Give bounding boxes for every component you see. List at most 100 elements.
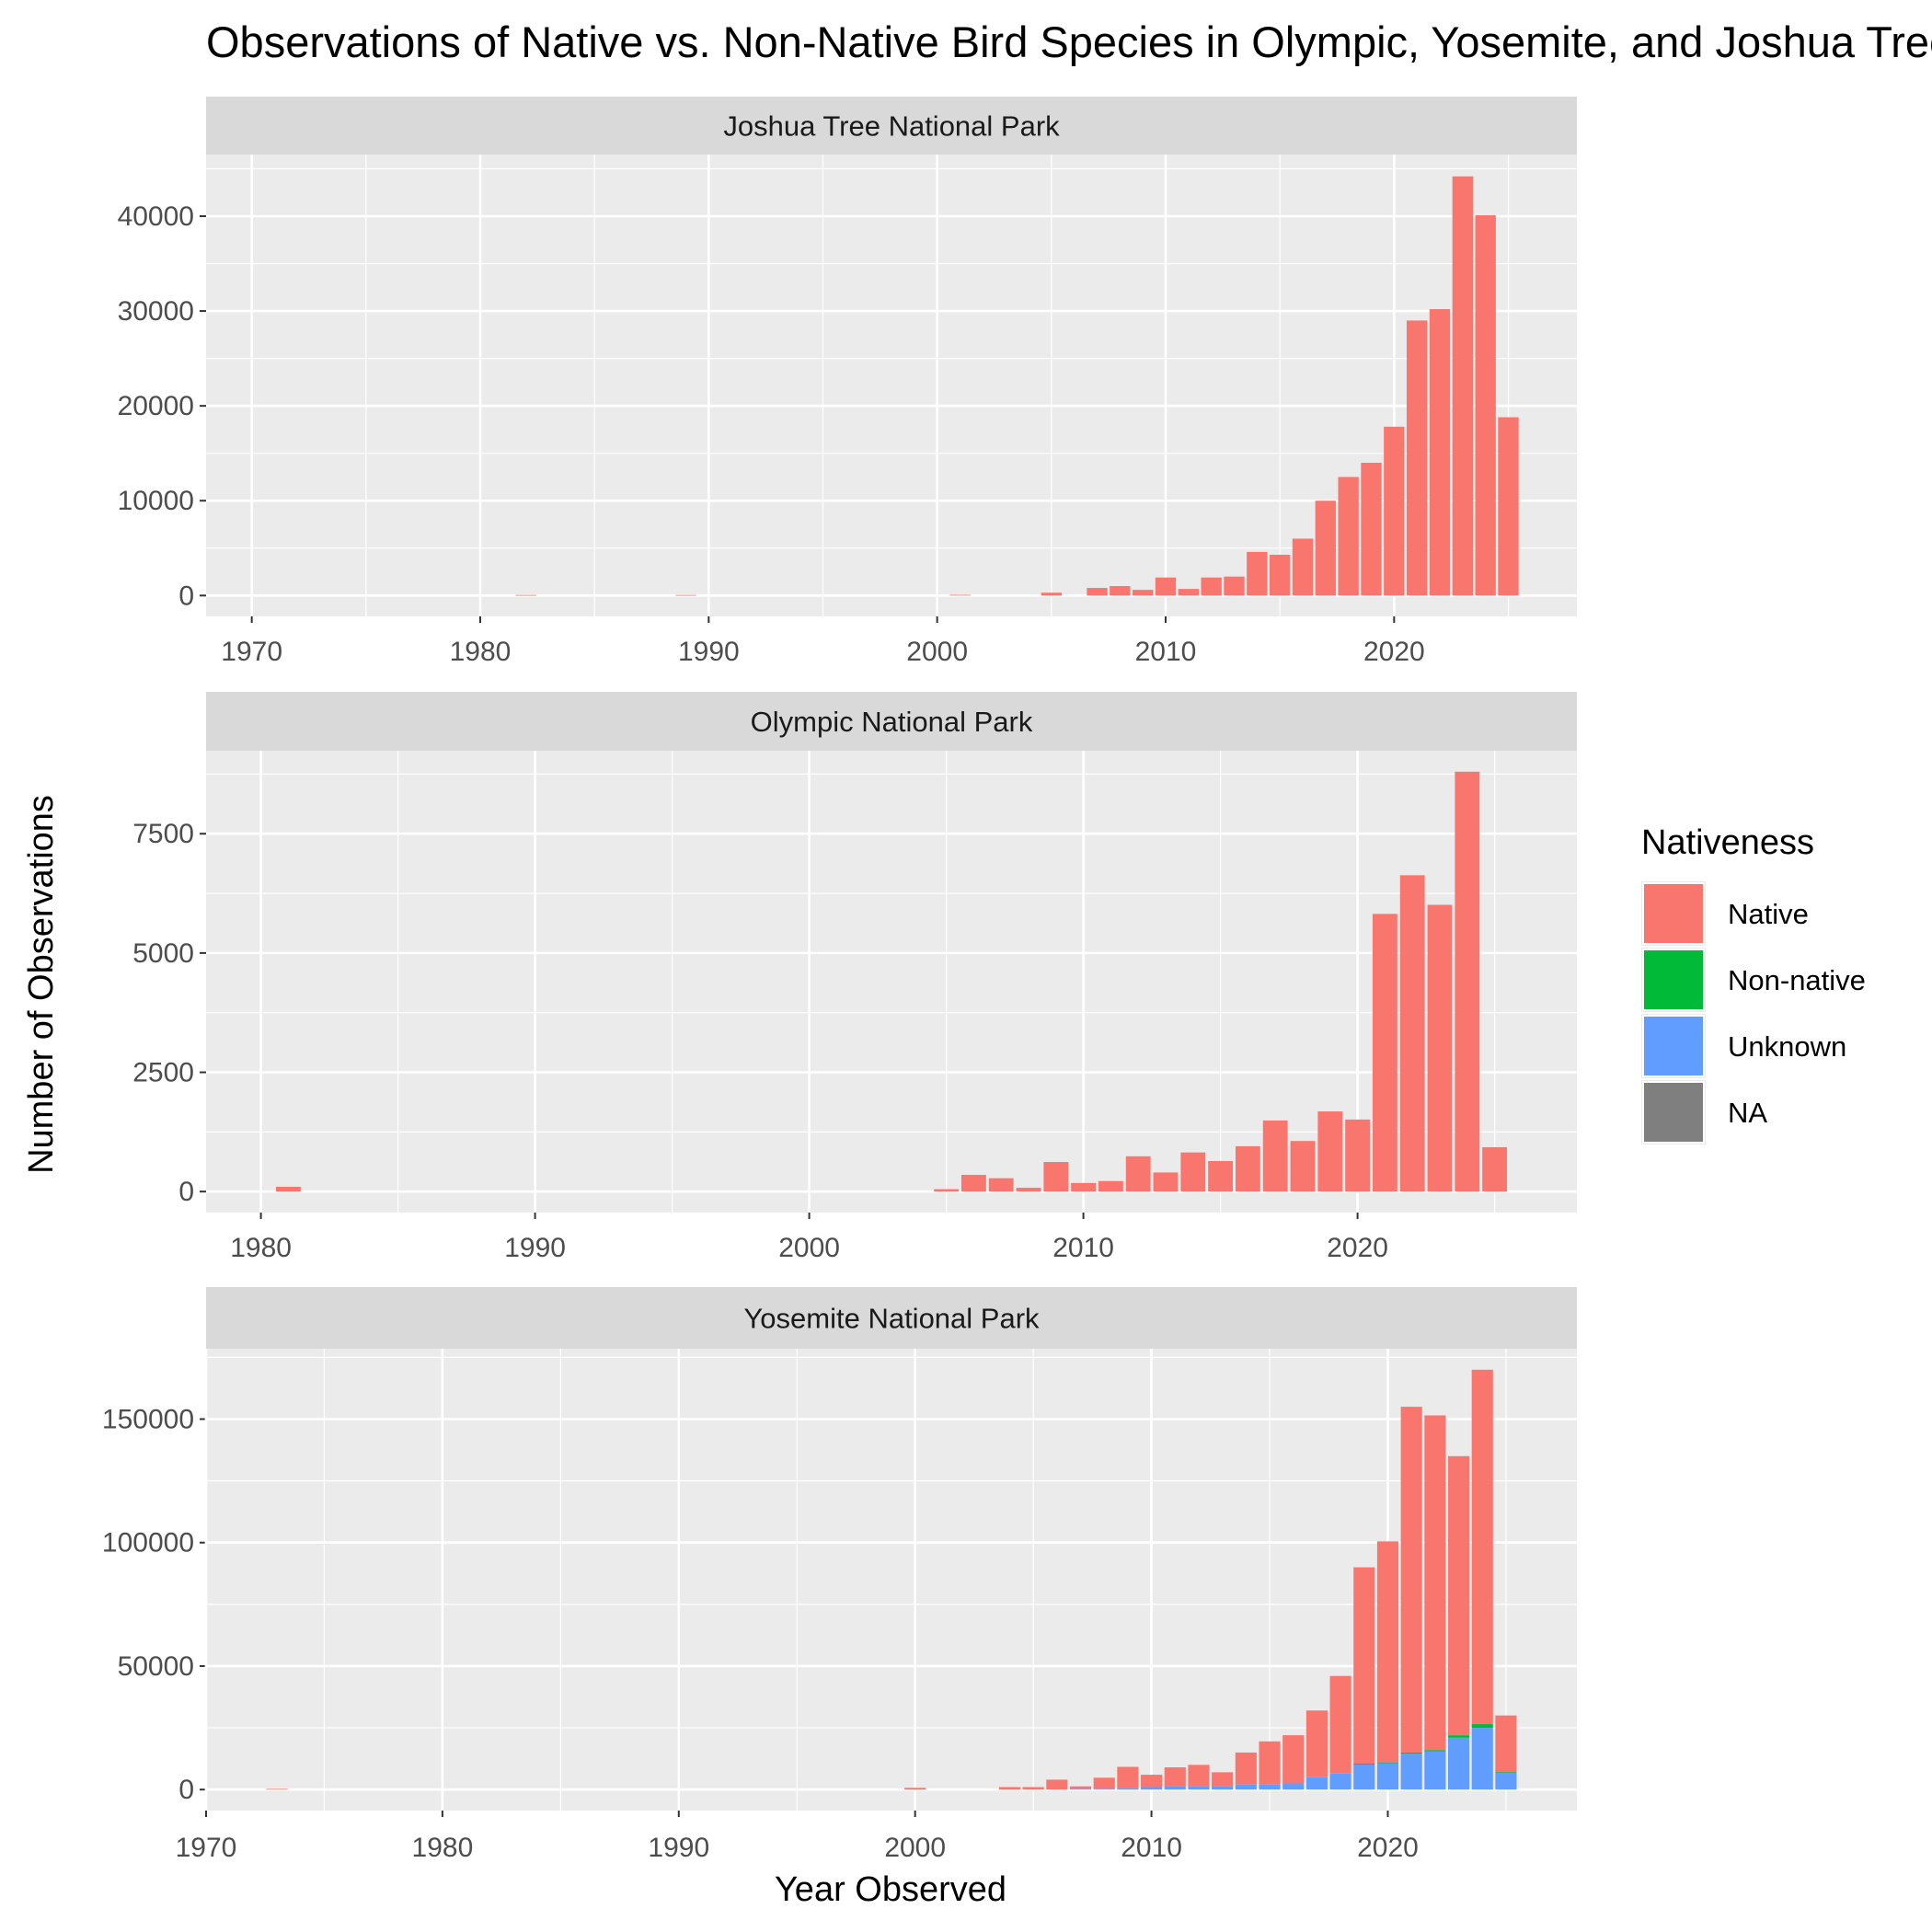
panel-3-bar-native-2015 (1259, 1741, 1281, 1785)
panel-3-x-tick-label: 2000 (884, 1833, 946, 1863)
panel-1-bar-native-2017 (1315, 500, 1337, 596)
panel-3-bar-native-2022 (1424, 1415, 1446, 1751)
panel-3-bar-native-2016 (1282, 1735, 1305, 1784)
panel-3-strip-title: Yosemite National Park (743, 1303, 1040, 1335)
panel-1-bar-native-2007 (1087, 588, 1108, 596)
y-axis-label: Number of Observations (22, 795, 61, 1174)
legend: Nativeness Native Non-native Unknown NA (1641, 823, 1866, 1144)
panel-2-bar-native-2005 (934, 1189, 960, 1192)
panel-3-bar-native-2018 (1329, 1675, 1351, 1774)
panel-2-bar-native-2013 (1153, 1172, 1179, 1192)
panel-3-bar-native-2020 (1376, 1541, 1399, 1763)
panel-1-x-tick-label: 2010 (1135, 637, 1197, 667)
panel-3-bar-native-2011 (1164, 1767, 1186, 1787)
panel-3-bar-unknown-2007 (1069, 1788, 1092, 1790)
panel-1-bar-native-2013 (1224, 576, 1245, 596)
panel-1-bar-native-2022 (1429, 309, 1451, 596)
panel-3-bar-native-2000 (904, 1788, 926, 1790)
panel-1-bar-native-2014 (1247, 551, 1268, 596)
panel-1-bar-native-1982 (515, 594, 536, 596)
panel-1-bar-native-2015 (1269, 554, 1291, 596)
panel-3-bar-unknown-2017 (1305, 1777, 1328, 1790)
panel-3-bar-unknown-2013 (1212, 1786, 1234, 1790)
panel-2-bar-native-2014 (1180, 1152, 1206, 1192)
panel-1-bar-native-1989 (675, 594, 696, 596)
panel-1-bar-native-2005 (1041, 592, 1063, 596)
panel-3-y-tick-label: 50000 (118, 1651, 194, 1682)
panel-2-y-tick-label: 0 (178, 1177, 194, 1207)
panel-1-bar-native-2024 (1475, 214, 1496, 596)
panel-3-bar-native-1973 (266, 1788, 288, 1790)
panel-2-bar-native-2006 (960, 1175, 986, 1192)
panel-1-bar-native-2012 (1201, 577, 1222, 596)
panel-2-bar-native-1981 (275, 1186, 301, 1192)
legend-label: Native (1728, 898, 1809, 930)
legend-label: Non-native (1728, 964, 1866, 996)
panel-1-y-tick-label: 20000 (118, 391, 194, 421)
panel-1-bar-native-2011 (1178, 589, 1200, 596)
panel-2-bar-native-2011 (1098, 1180, 1123, 1192)
panel-2-strip (206, 692, 1577, 751)
panel-3-bar-unknown-2014 (1235, 1784, 1257, 1790)
legend-key-unknown (1642, 1015, 1705, 1077)
panel-1-bar-native-2001 (949, 594, 971, 596)
panel-2-x-tick-label: 2010 (1052, 1233, 1114, 1263)
panel-3-bar-unknown-2024 (1471, 1728, 1493, 1790)
panel-3-bar-non-native-2024 (1471, 1724, 1493, 1729)
panel-1-y-tick-label: 10000 (118, 486, 194, 516)
panel-3-bar-unknown-2008 (1093, 1788, 1115, 1790)
panel-1-y-tick-label: 40000 (118, 201, 194, 232)
panel-3-y-tick-label: 150000 (102, 1405, 194, 1435)
panel-3-bar-unknown-2010 (1141, 1787, 1163, 1790)
panel-2-bar-native-2023 (1427, 904, 1453, 1192)
panel-2-bar-native-2008 (1016, 1188, 1041, 1192)
panel-3-bar-unknown-2018 (1329, 1773, 1351, 1790)
panel-3-bar-native-2023 (1447, 1455, 1470, 1736)
panel-3-bar-native-2024 (1471, 1369, 1493, 1725)
panel-3-strip (206, 1287, 1577, 1349)
panel-2: Olympic National Park 0 2500 5000 7500 1980 19… (132, 692, 1577, 1263)
panel-3-bar-unknown-2025 (1495, 1772, 1517, 1790)
panel-2-x-tick-label: 2020 (1327, 1233, 1388, 1263)
panel-1-x-tick-label: 1990 (678, 637, 740, 667)
panel-3-bar-native-2006 (1046, 1779, 1068, 1790)
panel-3-bar-native-2008 (1093, 1777, 1115, 1789)
panel-3-bar-native-2019 (1353, 1567, 1375, 1764)
panel-1-x-tick-label: 2020 (1363, 637, 1425, 667)
panel-1-bar-native-2008 (1110, 586, 1131, 596)
panel-3-bar-unknown-2023 (1447, 1737, 1470, 1790)
panel-3-x-tick-label: 1970 (176, 1833, 237, 1863)
panel-2-bar-native-2010 (1071, 1182, 1097, 1192)
chart-title: Observations of Native vs. Non-Native Bi… (206, 17, 1932, 66)
panel-3-bar-native-2009 (1117, 1766, 1139, 1788)
panel-2-bar-native-2022 (1399, 875, 1425, 1192)
panel-3-x-tick-label: 2020 (1357, 1833, 1419, 1863)
panel-2-y-tick-label: 5000 (132, 938, 194, 969)
panel-3-bar-native-2021 (1400, 1407, 1422, 1753)
panel-1-bar-native-2020 (1384, 426, 1405, 596)
panel-1-bar-native-2023 (1452, 176, 1474, 596)
panel-2-bar-native-2024 (1455, 771, 1480, 1192)
panel-1-strip (206, 97, 1577, 155)
panel-2-bar-native-2025 (1482, 1146, 1508, 1192)
legend-key-native (1642, 882, 1705, 945)
panel-3-x-tick-label: 2010 (1121, 1833, 1182, 1863)
panel-2-bar-native-2019 (1317, 1111, 1343, 1192)
panel-3-x-tick-label: 1980 (412, 1833, 474, 1863)
panel-1: Joshua Tree National Park 0 10000 20000 3000… (118, 97, 1577, 667)
panel-1-bar-native-2010 (1155, 577, 1177, 596)
panel-2-bar-native-2018 (1290, 1141, 1316, 1192)
panel-2-bar-native-2020 (1345, 1119, 1371, 1192)
panel-1-bar-native-2016 (1292, 538, 1314, 596)
panel-3-bar-native-2010 (1141, 1775, 1163, 1788)
panel-3-bar-unknown-2022 (1424, 1751, 1446, 1790)
panel-2-bar-native-2007 (988, 1178, 1014, 1192)
panel-1-bar-native-2025 (1498, 417, 1519, 596)
panel-3-bar-unknown-2019 (1353, 1764, 1375, 1790)
panel-2-x-tick-label: 1980 (230, 1233, 292, 1263)
panel-1-y-tick-label: 30000 (118, 296, 194, 327)
panel-3-bar-native-2005 (1022, 1787, 1044, 1790)
panel-3-y-tick-label: 0 (178, 1775, 194, 1805)
legend-label: NA (1728, 1097, 1767, 1129)
legend-title: Nativeness (1641, 823, 1814, 862)
